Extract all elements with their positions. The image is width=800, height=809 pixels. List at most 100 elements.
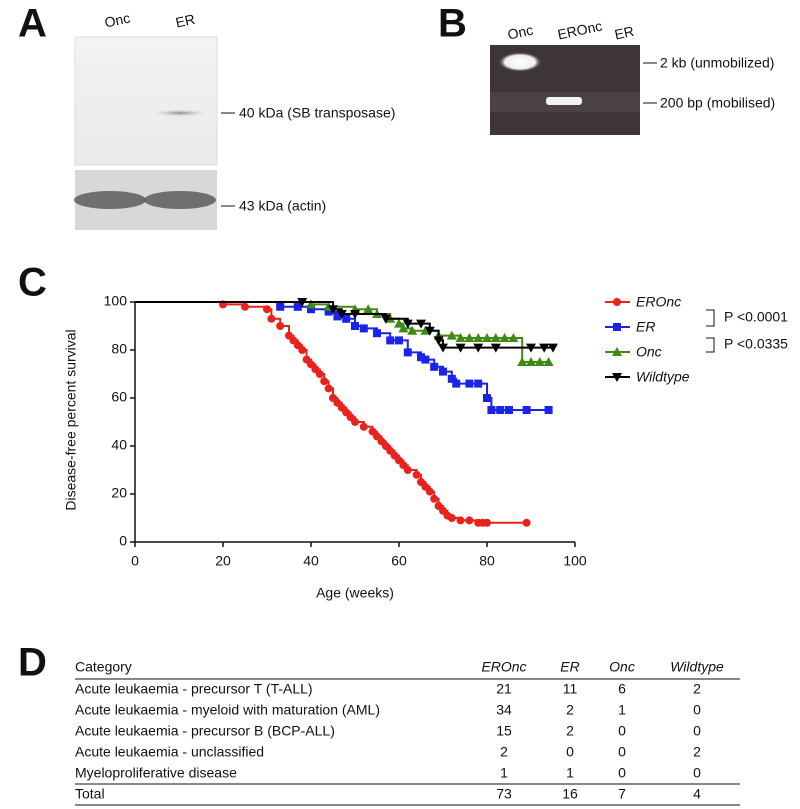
marker (465, 516, 474, 525)
lane-label: ER (174, 11, 196, 31)
table-category: Myeloproliferative disease (75, 765, 237, 781)
lane-label: Onc (103, 10, 131, 31)
table-cell: 2 (566, 723, 574, 739)
marker (522, 518, 531, 527)
panel-letter: C (18, 261, 47, 305)
legend-label: ER (636, 319, 655, 335)
marker (336, 310, 347, 319)
table-cell: Wildtype (670, 659, 724, 675)
marker (386, 336, 395, 345)
marker (403, 466, 412, 474)
marker (425, 487, 434, 496)
marker (452, 379, 461, 388)
marker (380, 314, 391, 324)
marker (307, 305, 315, 314)
marker (430, 362, 439, 371)
marker (403, 348, 412, 357)
marker (508, 333, 519, 342)
marker (438, 343, 448, 353)
marker (526, 343, 536, 353)
marker (407, 325, 418, 335)
y-tick-label: 80 (111, 341, 127, 357)
marker (543, 357, 554, 366)
marker (534, 357, 545, 366)
x-tick-label: 40 (303, 553, 319, 569)
table-cell: Onc (609, 659, 635, 675)
marker (276, 302, 285, 311)
marker (483, 394, 491, 402)
marker (482, 333, 492, 342)
band-label: 43 kDa (actin) (239, 198, 326, 214)
table-cell: 16 (562, 786, 578, 802)
marker (398, 323, 409, 333)
y-tick-label: 60 (111, 389, 127, 405)
marker (394, 318, 404, 328)
marker (412, 470, 421, 479)
marker (613, 298, 621, 306)
table-category: Acute leukaemia - unclassified (75, 744, 264, 760)
lane-label: Onc (506, 22, 534, 43)
marker (297, 298, 308, 307)
marker (490, 333, 501, 342)
marker (342, 314, 351, 323)
table-category: Acute leukaemia - precursor T (T-ALL) (75, 681, 313, 697)
marker (496, 406, 505, 414)
table-cell: 6 (618, 681, 626, 697)
x-axis-title: Age (weeks) (316, 585, 394, 601)
marker (402, 319, 413, 329)
marker (267, 314, 276, 323)
x-tick-label: 60 (391, 553, 407, 569)
marker (487, 406, 496, 414)
table-cell: 73 (496, 786, 512, 802)
table-cell: 0 (693, 723, 701, 739)
marker (424, 326, 435, 336)
marker (612, 347, 622, 356)
table-cell: 1 (500, 765, 508, 781)
marker (350, 310, 360, 319)
marker (320, 377, 329, 386)
marker (263, 305, 271, 314)
marker (395, 336, 403, 345)
table-cell: 0 (693, 702, 701, 718)
x-tick-label: 0 (131, 553, 139, 569)
table-cell: 0 (618, 765, 626, 781)
lane-label: ER (613, 23, 635, 43)
marker (363, 304, 374, 314)
marker (455, 343, 466, 353)
marker (517, 357, 528, 366)
marker (464, 333, 475, 342)
marker (465, 379, 474, 388)
table-category: Acute leukaemia - precursor B (BCP-ALL) (75, 723, 335, 739)
marker (416, 319, 426, 329)
marker (420, 325, 431, 335)
p-value: P <0.0335 (724, 336, 788, 352)
band-label: 2 kb (unmobilized) (660, 55, 774, 71)
table-cell: ER (560, 659, 579, 675)
table-cell: 0 (618, 744, 626, 760)
table-cell: 34 (496, 702, 512, 718)
blot-top (74, 36, 218, 166)
panel-letter: D (18, 641, 47, 685)
survival-curve (135, 301, 527, 524)
marker (298, 346, 307, 354)
marker (548, 343, 558, 353)
y-axis-title: Disease-free percent survival (63, 329, 79, 510)
marker (544, 406, 553, 414)
table-cell: 21 (496, 681, 512, 697)
table-cell: 0 (693, 765, 701, 781)
marker (373, 329, 381, 338)
marker (421, 355, 430, 364)
marker (539, 343, 550, 353)
marker (359, 422, 368, 431)
marker (359, 324, 368, 333)
gel-band (546, 97, 582, 105)
marker (315, 370, 324, 378)
marker (447, 374, 456, 383)
legend-label: Wildtype (636, 369, 690, 385)
marker (456, 516, 465, 525)
marker (612, 373, 622, 382)
marker (522, 406, 531, 414)
